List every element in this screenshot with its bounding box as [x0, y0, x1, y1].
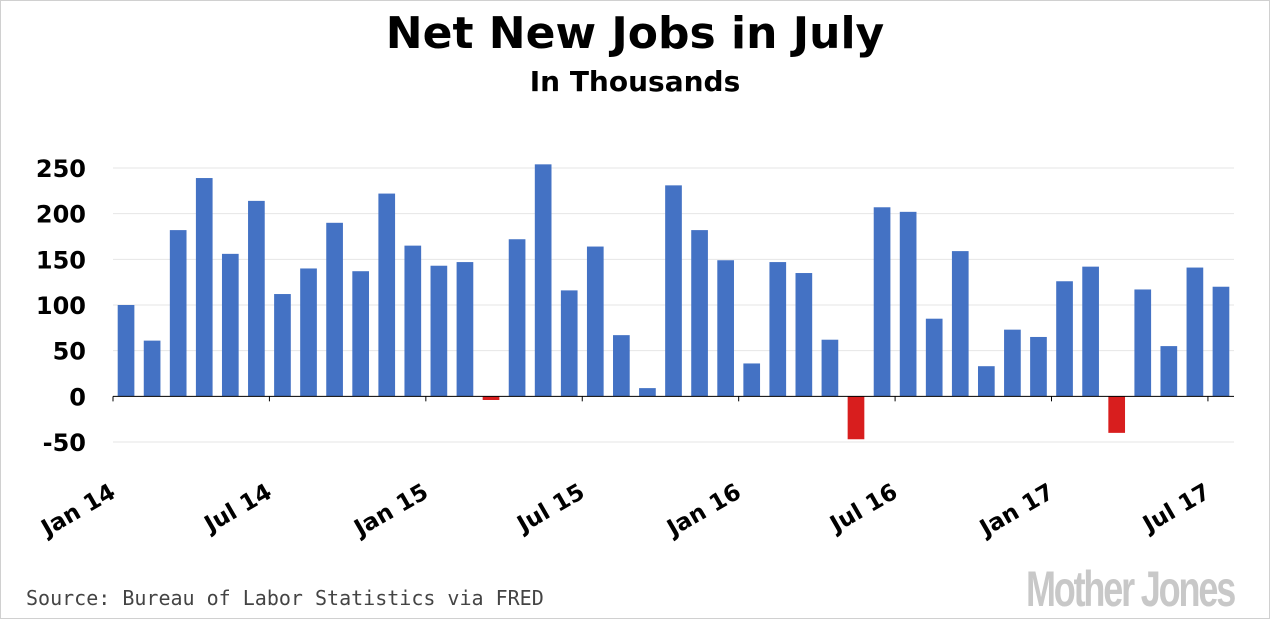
bar — [430, 265, 448, 397]
bar — [1186, 267, 1204, 397]
mother-jones-logo: Mother Jones — [1025, 561, 1236, 617]
bar — [456, 262, 474, 397]
bar — [300, 268, 317, 397]
bar — [1160, 346, 1178, 397]
bar — [613, 335, 630, 397]
bar — [769, 262, 787, 397]
y-axis-ticks: 250 200 150 100 50 0 -50 — [36, 155, 86, 457]
bar — [586, 246, 604, 397]
bar — [378, 193, 396, 397]
x-tick-label: Jul 15 — [511, 479, 589, 539]
bar — [951, 251, 969, 397]
bar — [1134, 289, 1152, 397]
x-tick-label: Jul 16 — [824, 479, 902, 539]
bar — [482, 396, 500, 400]
bar — [1004, 329, 1021, 397]
source-note: Source: Bureau of Labor Statistics via F… — [26, 586, 544, 610]
bar — [404, 245, 422, 397]
bar — [143, 340, 161, 397]
bar — [534, 164, 552, 397]
bar — [795, 273, 813, 397]
bar — [847, 396, 865, 440]
bar — [352, 271, 370, 397]
y-tick-label: 100 — [36, 292, 86, 320]
bar — [221, 253, 239, 397]
bar — [560, 290, 578, 397]
chart-title: Net New Jobs in July — [385, 8, 885, 59]
bar — [899, 211, 917, 397]
x-tick-label: Jan 17 — [974, 479, 1058, 543]
x-tick-label: Jan 16 — [661, 479, 745, 543]
bar — [1082, 266, 1099, 397]
bar — [873, 207, 891, 397]
bar — [195, 178, 213, 397]
bar — [665, 185, 682, 397]
y-tick-label: 50 — [53, 338, 86, 366]
bar — [1056, 281, 1073, 397]
bar — [925, 318, 943, 397]
bar — [508, 239, 526, 397]
bar — [169, 230, 187, 397]
bar — [821, 339, 839, 397]
bars — [117, 164, 1230, 440]
bar — [117, 305, 135, 397]
bar — [326, 222, 343, 397]
bar — [274, 294, 291, 397]
x-tick-label: Jan 14 — [36, 479, 120, 543]
y-tick-label: 0 — [69, 383, 86, 411]
y-tick-label: 250 — [36, 155, 86, 183]
bar — [743, 363, 761, 397]
bar — [717, 260, 734, 397]
bar — [639, 388, 656, 397]
bar — [248, 200, 265, 397]
bar — [1108, 396, 1126, 433]
x-tick-label: Jul 17 — [1137, 479, 1215, 539]
bar — [1030, 336, 1047, 397]
x-tick-label: Jan 15 — [348, 479, 432, 543]
bar — [691, 230, 708, 397]
y-tick-label: 150 — [36, 246, 86, 274]
zero-axis — [112, 395, 1234, 402]
x-tick-label: Jul 14 — [199, 479, 277, 539]
y-tick-label: 200 — [36, 201, 86, 229]
bar — [977, 366, 995, 397]
chart-subtitle: In Thousands — [529, 65, 741, 98]
x-axis-ticks: Jan 14 Jul 14 Jan 15 Jul 15 Jan 16 Jul 16 Jan … — [36, 479, 1215, 543]
y-tick-label: -50 — [43, 429, 86, 457]
bar — [1212, 286, 1230, 397]
